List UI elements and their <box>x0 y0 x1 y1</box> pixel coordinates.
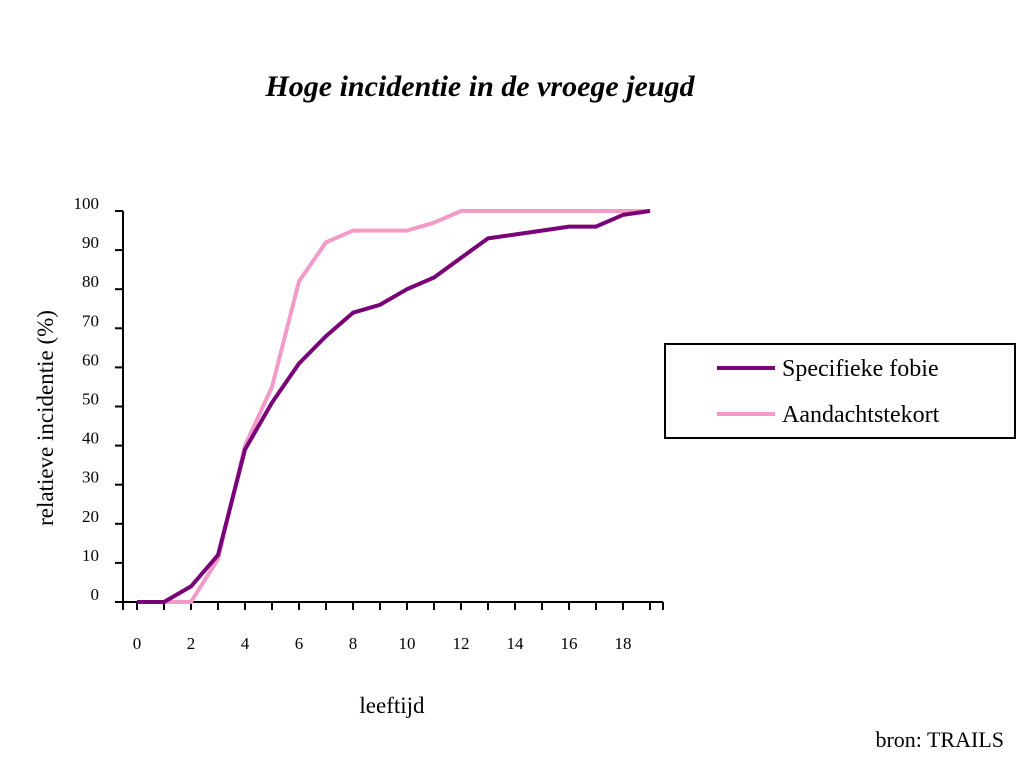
series-line-1 <box>137 209 651 604</box>
legend-label-1: Specifieke fobie <box>782 356 939 382</box>
y-tick-label: 80 <box>82 272 99 291</box>
x-tick-label: 6 <box>295 634 304 653</box>
y-tick-label: 10 <box>82 546 99 565</box>
axes: 0 10 20 30 40 50 60 70 80 90 100 0 2 4 6 8 10 12 14 16 18 lee… <box>33 194 664 718</box>
x-tick-label: 2 <box>187 634 196 653</box>
series-line-2 <box>137 209 650 604</box>
x-tick-label: 8 <box>349 634 358 653</box>
y-tick-label: 60 <box>82 350 99 369</box>
y-tick-label: 100 <box>74 194 100 213</box>
y-tick-label: 30 <box>82 468 99 487</box>
y-tick-label: 70 <box>82 311 99 330</box>
legend-box <box>664 343 1016 439</box>
y-tick-label: 20 <box>82 507 99 526</box>
y-tick-label: 40 <box>82 429 99 448</box>
x-tick-label: 14 <box>507 634 525 653</box>
chart-title: Hoge incidentie in de vroege jeugd <box>265 70 695 103</box>
source-note: bron: TRAILS <box>875 727 1004 752</box>
x-tick-label: 0 <box>133 634 142 653</box>
x-tick-label: 4 <box>241 634 250 653</box>
legend-label-2: Aandachtstekort <box>782 402 940 428</box>
legend: Specifieke fobie Aandachtstekort <box>664 343 1016 439</box>
x-tick-label: 16 <box>561 634 578 653</box>
y-tick-label: 50 <box>82 390 99 409</box>
y-tick-label: 0 <box>91 585 100 604</box>
x-tick-label: 18 <box>615 634 632 653</box>
y-tick-label: 90 <box>82 233 99 252</box>
series-lines <box>137 209 651 604</box>
x-tick-label: 12 <box>453 634 470 653</box>
y-axis-label: relatieve incidentie (%) <box>33 310 58 526</box>
x-axis-label: leeftijd <box>359 693 425 718</box>
x-tick-label: 10 <box>399 634 416 653</box>
